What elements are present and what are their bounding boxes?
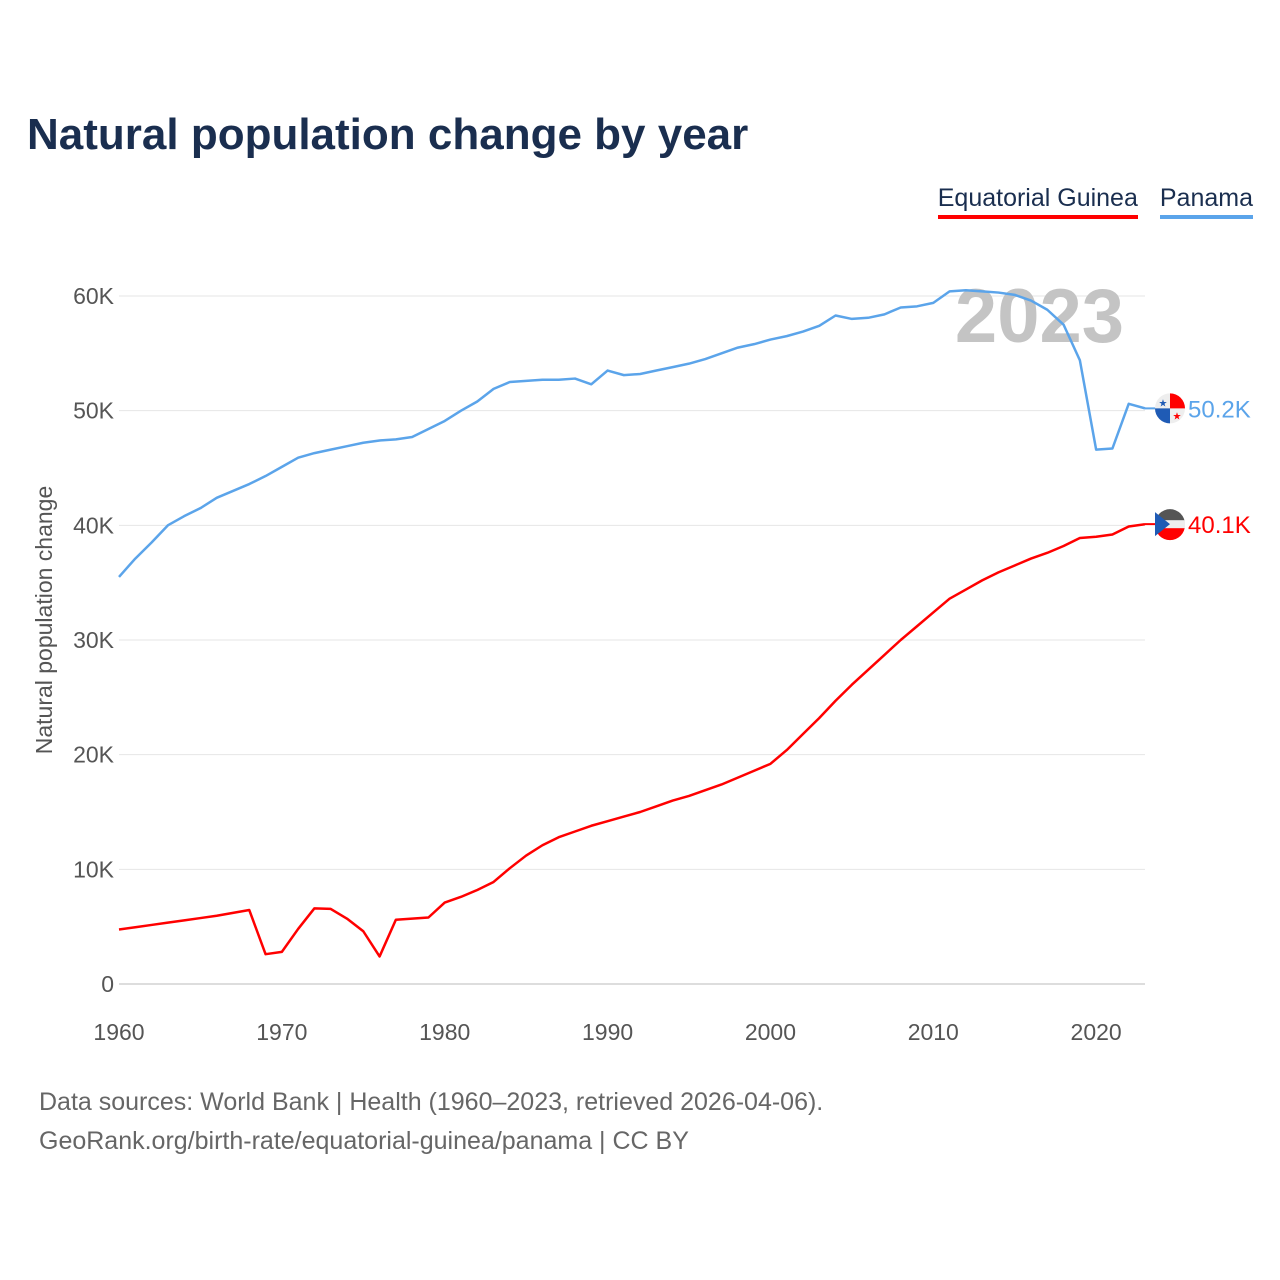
- end-value-label: 50.2K: [1188, 396, 1251, 423]
- svg-text:★: ★: [1159, 398, 1168, 409]
- x-tick-label: 1980: [419, 1019, 470, 1045]
- x-tick-label: 2020: [1071, 1019, 1122, 1045]
- x-tick-label: 1970: [256, 1019, 307, 1045]
- legend: Equatorial Guinea Panama: [937, 184, 1253, 219]
- series-line-equatorial-guinea[interactable]: [118, 522, 1146, 958]
- attribution-link[interactable]: GeoRank.org/birth-rate/equatorial-guinea…: [39, 1127, 689, 1155]
- y-axis-label: Natural population change: [31, 486, 57, 755]
- end-value-label: 40.1K: [1188, 512, 1251, 539]
- y-tick-label: 20K: [73, 742, 115, 768]
- chart-title: Natural population change by year: [27, 110, 749, 159]
- y-tick-label: 40K: [73, 512, 115, 538]
- svg-text:★: ★: [1173, 411, 1182, 422]
- x-tick-label: 2000: [745, 1019, 796, 1045]
- y-tick-label: 60K: [73, 283, 115, 309]
- series-line-panama[interactable]: [118, 289, 1146, 578]
- y-tick-label: 30K: [73, 627, 115, 653]
- year-watermark: 2023: [955, 274, 1124, 359]
- equatorial-guinea-flag-icon: [1145, 509, 1185, 541]
- y-tick-label: 50K: [73, 398, 115, 424]
- y-tick-label: 0: [101, 971, 114, 997]
- x-tick-label: 2010: [908, 1019, 959, 1045]
- data-source-note: Data sources: World Bank | Health (1960–…: [39, 1088, 824, 1116]
- y-tick-label: 10K: [73, 856, 115, 882]
- x-tick-label: 1990: [582, 1019, 633, 1045]
- x-tick-label: 1960: [93, 1019, 144, 1045]
- panama-flag-icon: ★★: [1145, 393, 1185, 424]
- legend-item-panama[interactable]: Panama: [1159, 184, 1253, 219]
- legend-item-equatorial-guinea[interactable]: Equatorial Guinea: [937, 184, 1138, 219]
